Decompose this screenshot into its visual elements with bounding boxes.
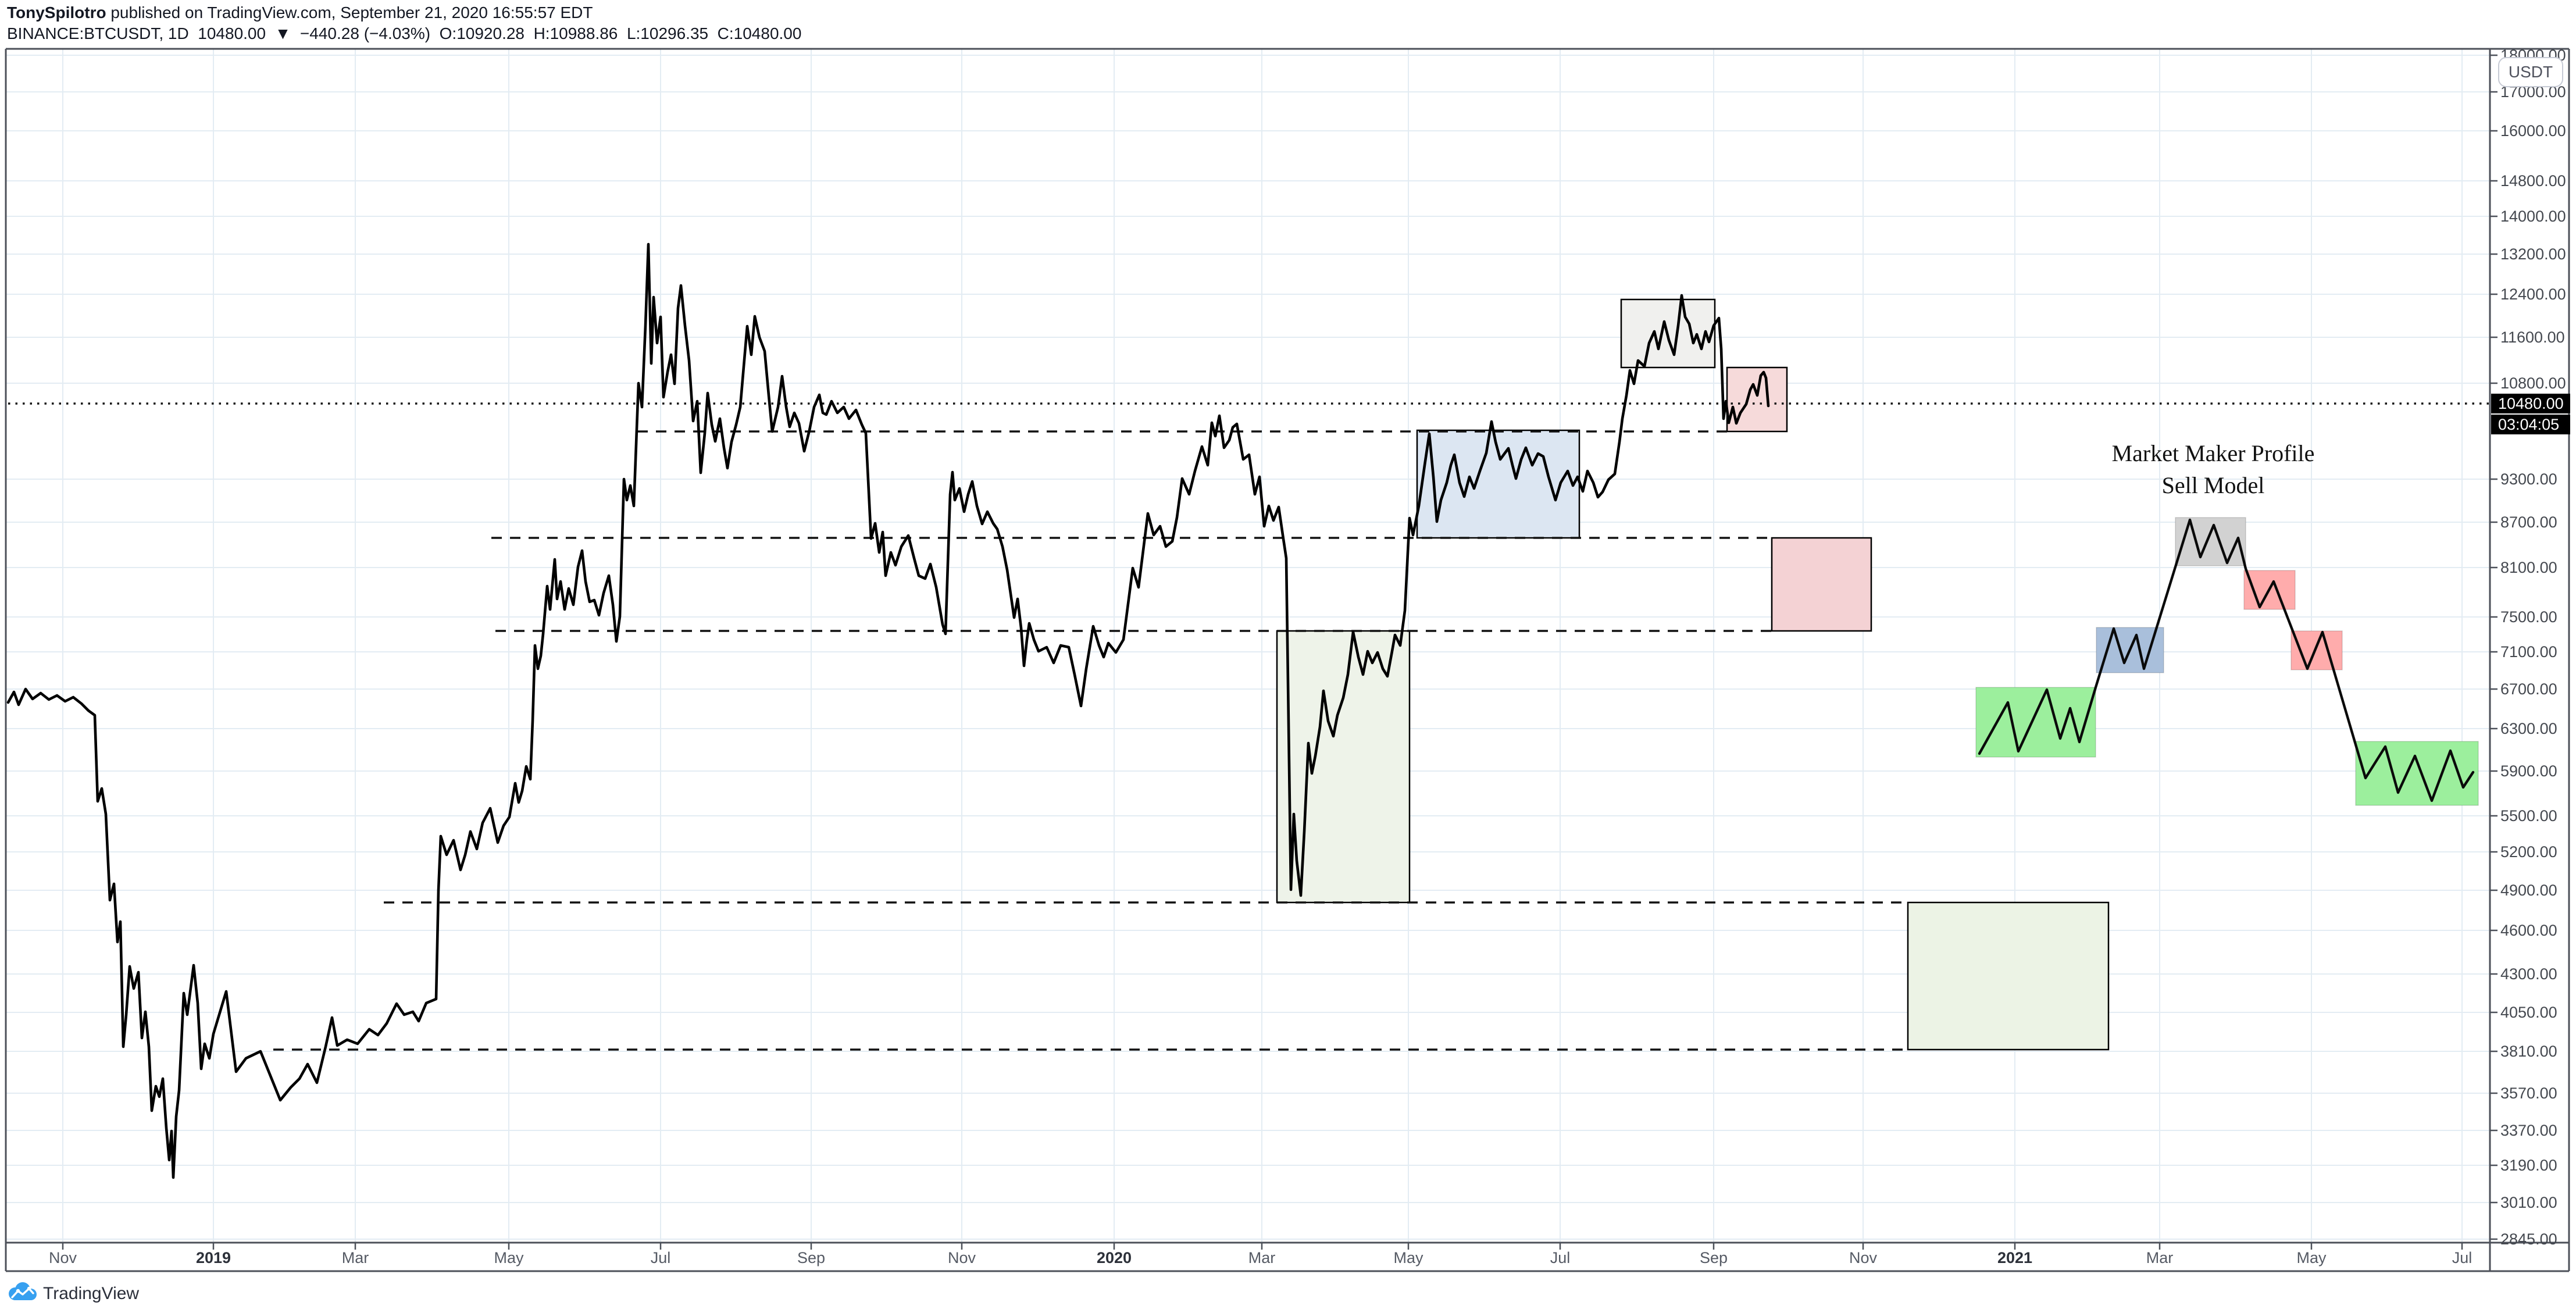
open-value: 10920.28 xyxy=(456,24,525,42)
price-axis-label: 9300.00 xyxy=(2500,470,2557,488)
time-axis-year-label: 2021 xyxy=(1997,1249,2033,1266)
price-axis-label: 5500.00 xyxy=(2500,807,2557,825)
time-axis-month-label: May xyxy=(494,1249,524,1266)
annotation-line-2: Sell Model xyxy=(2161,472,2265,498)
mm-redistribution-pink-2[interactable] xyxy=(2290,630,2343,670)
time-axis-month-label: May xyxy=(1393,1249,1423,1266)
price-axis-label: 5900.00 xyxy=(2500,762,2557,780)
low-label: L: xyxy=(626,24,641,42)
current-price-label: 10480.00 xyxy=(2491,394,2570,413)
price-axis-label: 12400.00 xyxy=(2500,285,2566,303)
publish-header: TonySpilotro published on TradingView.co… xyxy=(7,2,593,23)
reaccumulation-box-blue[interactable] xyxy=(1416,429,1580,539)
close-label: C: xyxy=(717,24,734,42)
price-axis-label: 6700.00 xyxy=(2500,680,2557,698)
price-axis-label: 8100.00 xyxy=(2500,558,2557,576)
time-axis-month-label: Jul xyxy=(650,1249,671,1266)
time-axis-month-label: Nov xyxy=(48,1249,77,1266)
price-axis-label: 6300.00 xyxy=(2500,719,2557,737)
time-axis-year-label: 2019 xyxy=(195,1249,231,1266)
mm-model-schematic-line xyxy=(1978,518,2475,802)
time-axis-month-label: Mar xyxy=(1248,1249,1276,1266)
down-triangle-icon: ▼ xyxy=(274,24,291,42)
price-axis-label: 14800.00 xyxy=(2500,172,2566,190)
open-label: O: xyxy=(439,24,457,42)
watermark-brand-text: TradingView xyxy=(43,1283,140,1303)
price-axis-label: 5200.00 xyxy=(2500,843,2557,861)
price-axis-label: 3010.00 xyxy=(2500,1193,2557,1211)
mm-accumulation-left-green[interactable] xyxy=(1975,687,2096,758)
time-axis-month-label: Sep xyxy=(1699,1249,1728,1266)
currency-badge[interactable]: USDT xyxy=(2498,57,2563,87)
price-axis-label: 3810.00 xyxy=(2500,1042,2557,1060)
close-value: 10480.00 xyxy=(733,24,802,42)
tradingview-watermark[interactable]: TradingView xyxy=(7,1282,139,1305)
last-price: 10480.00 xyxy=(198,24,266,42)
time-axis-month-label: Nov xyxy=(1849,1249,1877,1266)
price-axis-label: 10800.00 xyxy=(2500,374,2566,392)
time-axis-month-label: Mar xyxy=(2146,1249,2174,1266)
annotation-line-1: Market Maker Profile xyxy=(2111,440,2315,466)
mm-accumulation-right-green[interactable] xyxy=(2355,741,2479,806)
price-axis-label: 16000.00 xyxy=(2500,122,2566,140)
bar-countdown-label: 03:04:05 xyxy=(2491,415,2570,434)
price-axis-label: 4300.00 xyxy=(2500,965,2557,983)
author-name: TonySpilotro xyxy=(7,3,106,22)
time-axis-month-label: Nov xyxy=(947,1249,976,1266)
time-axis-month-label: Sep xyxy=(797,1249,826,1266)
price-axis-label: 2845.00 xyxy=(2500,1230,2557,1248)
price-axis-label: 7100.00 xyxy=(2500,643,2557,661)
low-value: 10296.35 xyxy=(640,24,709,42)
time-axis-month-label: May xyxy=(2296,1249,2327,1266)
time-axis-month-label: Jul xyxy=(1550,1249,1571,1266)
symbol-status-row: BINANCE:BTCUSDT, 1D 10480.00 ▼ −440.28 (… xyxy=(7,23,801,44)
price-axis-label: 3570.00 xyxy=(2500,1084,2557,1102)
time-axis-month-label: Mar xyxy=(341,1249,369,1266)
price-axis-label: 3190.00 xyxy=(2500,1156,2557,1174)
price-axis-label: 3370.00 xyxy=(2500,1121,2557,1139)
price-axis-label: 4900.00 xyxy=(2500,881,2557,899)
price-axis-label: 14000.00 xyxy=(2500,207,2566,225)
time-axis-year-label: 2020 xyxy=(1096,1249,1132,1266)
price-change: −440.28 (−4.03%) xyxy=(299,24,431,42)
symbol-interval[interactable]: BINANCE:BTCUSDT, 1D xyxy=(7,24,189,42)
price-line-series[interactable] xyxy=(6,242,1770,1179)
price-axis-label: 4050.00 xyxy=(2500,1003,2557,1021)
high-label: H: xyxy=(533,24,550,42)
price-axis-label: 4600.00 xyxy=(2500,921,2557,939)
time-axis-month-label: Jul xyxy=(2452,1249,2472,1266)
price-axis-label: 7500.00 xyxy=(2500,608,2557,626)
price-axis-label: 11600.00 xyxy=(2500,328,2565,346)
publish-info: published on TradingView.com, September … xyxy=(106,3,593,22)
mm-model-annotation: Market Maker Profile Sell Model xyxy=(2112,437,2315,501)
target-box-green-bottom[interactable] xyxy=(1907,901,2110,1051)
price-axis-label: 8700.00 xyxy=(2500,513,2557,531)
price-axis-label: 13200.00 xyxy=(2500,245,2566,263)
tradingview-logo-icon xyxy=(7,1282,38,1305)
target-box-pink-lower[interactable] xyxy=(1771,537,1872,632)
high-value: 10988.86 xyxy=(550,24,618,42)
